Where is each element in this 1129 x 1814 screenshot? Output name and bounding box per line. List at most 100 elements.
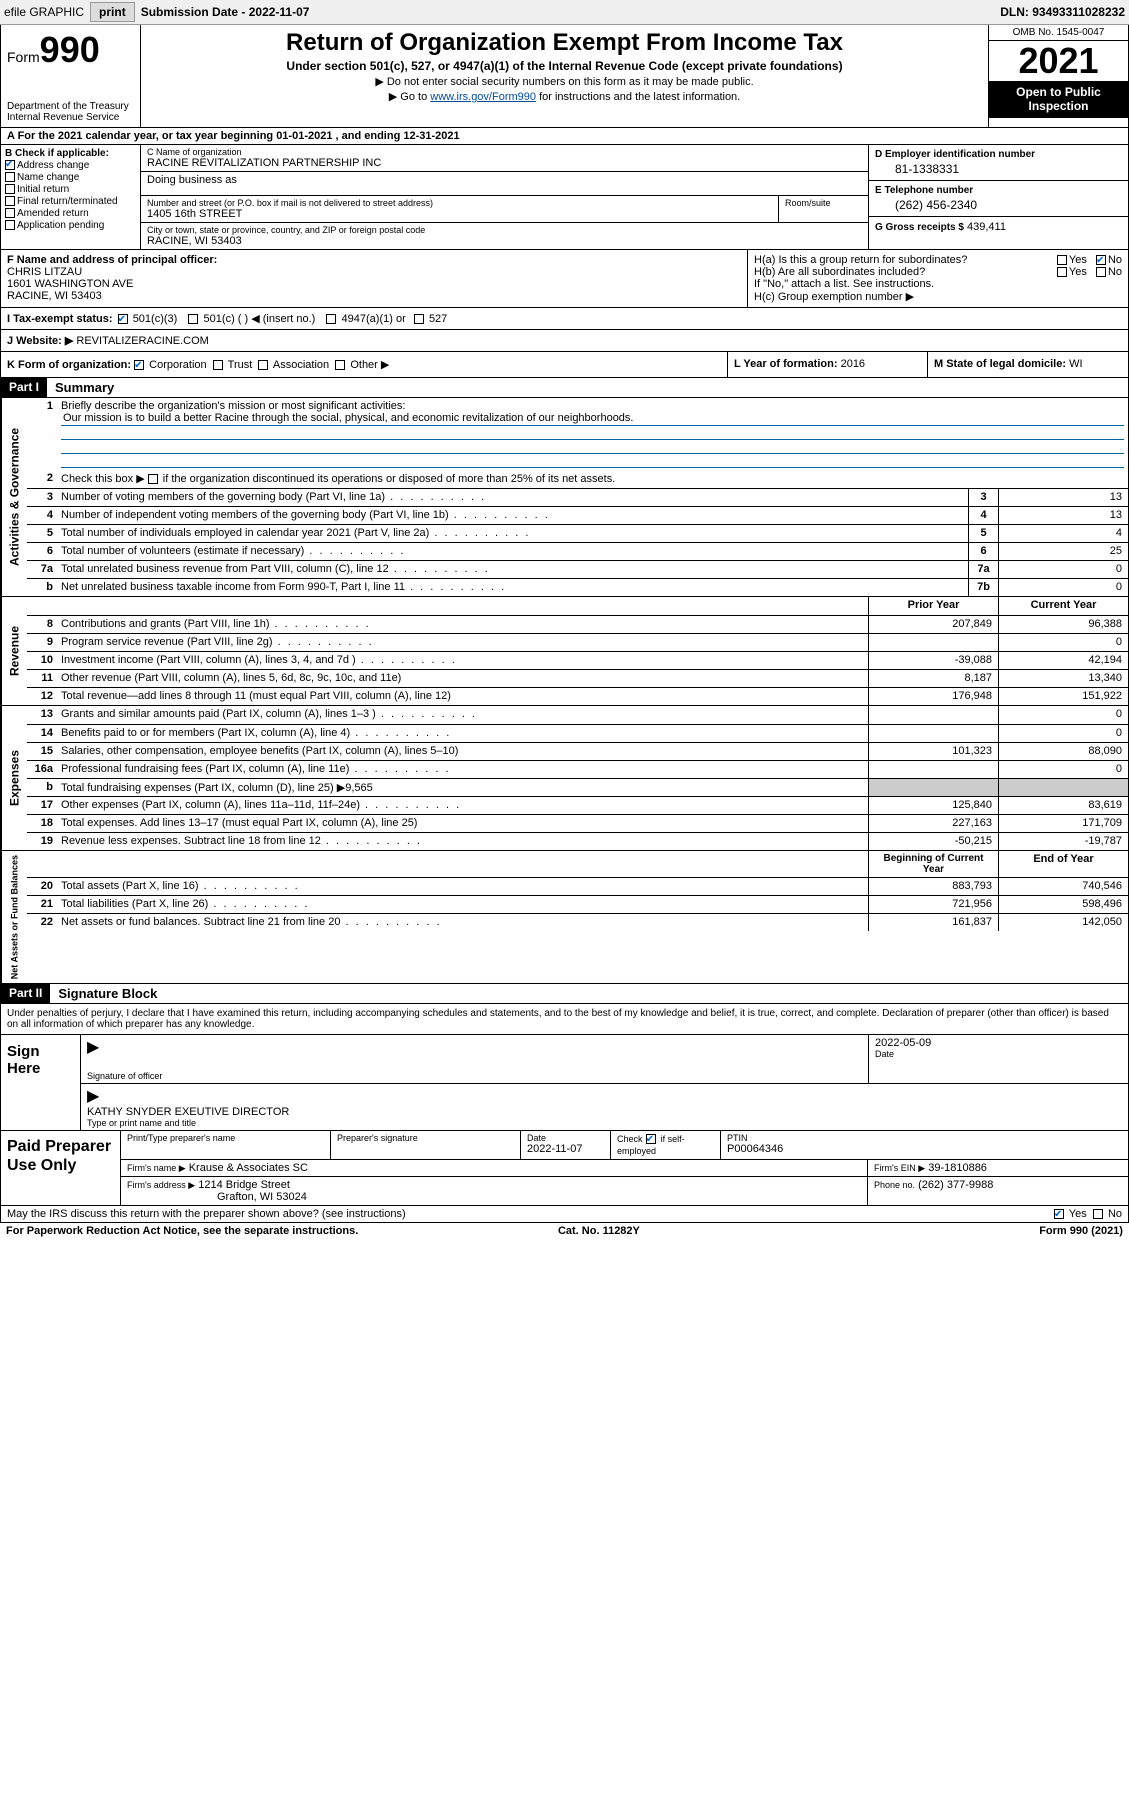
chk-501c3[interactable] xyxy=(118,314,128,324)
prep-h5v: P00064346 xyxy=(727,1143,1122,1155)
p12: 176,948 xyxy=(868,688,998,705)
t7b: Net unrelated business taxable income fr… xyxy=(61,581,405,593)
ein-lbl: D Employer identification number xyxy=(875,149,1122,160)
chk-amended[interactable] xyxy=(5,208,15,218)
header-mid: Return of Organization Exempt From Incom… xyxy=(141,25,988,127)
right-info: D Employer identification number 81-1338… xyxy=(868,145,1128,249)
firm-name: Krause & Associates SC xyxy=(189,1162,308,1174)
p8: 207,849 xyxy=(868,616,998,633)
ha-yes[interactable] xyxy=(1057,255,1067,265)
hdr-beg: Beginning of Current Year xyxy=(868,851,998,877)
sig-name-cell: KATHY SNYDER EXEUTIVE DIRECTOR Type or p… xyxy=(81,1084,1128,1130)
lbl-527: 527 xyxy=(429,313,447,325)
v7a: 0 xyxy=(998,561,1128,578)
org-name: RACINE REVITALIZATION PARTNERSHIP INC xyxy=(147,157,862,169)
n6: 6 xyxy=(27,543,57,560)
firm-phone: (262) 377-9988 xyxy=(918,1179,993,1191)
form-subtitle: Under section 501(c), 527, or 4947(a)(1)… xyxy=(147,59,982,73)
dh xyxy=(57,597,868,615)
hdr-curr: Current Year xyxy=(998,597,1128,615)
hb-yes[interactable] xyxy=(1057,267,1067,277)
form-org-k: K Form of organization: Corporation Trus… xyxy=(1,352,728,377)
chk-501c[interactable] xyxy=(188,314,198,324)
lbl-amended: Amended return xyxy=(17,208,89,219)
n17: 17 xyxy=(27,797,57,814)
sig-date-cell: 2022-05-09 Date xyxy=(868,1035,1128,1083)
lbl-trust: Trust xyxy=(228,359,253,371)
d5: Total number of individuals employed in … xyxy=(57,525,968,542)
t8: Contributions and grants (Part VIII, lin… xyxy=(61,618,270,630)
chk-final[interactable] xyxy=(5,196,15,206)
chk-app-pending[interactable] xyxy=(5,220,15,230)
revenue-body: Prior YearCurrent Year 8Contributions an… xyxy=(27,597,1128,705)
irs-link[interactable]: www.irs.gov/Form990 xyxy=(430,91,536,103)
sig-name-val: KATHY SNYDER EXEUTIVE DIRECTOR xyxy=(87,1106,1122,1118)
hc-row: H(c) Group exemption number ▶ xyxy=(754,290,1122,303)
v6: 25 xyxy=(998,543,1128,560)
firm-name-lbl: Firm's name ▶ xyxy=(127,1163,186,1173)
vlabel-expenses: Expenses xyxy=(1,706,27,850)
n16b: b xyxy=(27,779,57,796)
ein-val: 81-1338331 xyxy=(875,160,1122,176)
chk-discontinued[interactable] xyxy=(148,474,158,484)
p22: 161,837 xyxy=(868,914,998,931)
p10: -39,088 xyxy=(868,652,998,669)
prep-h2: Preparer's signature xyxy=(337,1133,514,1143)
ha-no[interactable] xyxy=(1096,255,1106,265)
pra-notice: For Paperwork Reduction Act Notice, see … xyxy=(6,1225,358,1237)
discuss-yes[interactable] xyxy=(1054,1209,1064,1219)
chk-corp[interactable] xyxy=(134,360,144,370)
n10: 10 xyxy=(27,652,57,669)
i-lbl: I Tax-exempt status: xyxy=(7,313,113,325)
chk-initial[interactable] xyxy=(5,184,15,194)
chk-self-employed[interactable] xyxy=(646,1134,656,1144)
discuss-no[interactable] xyxy=(1093,1209,1103,1219)
lbl-address-change: Address change xyxy=(17,160,89,171)
chk-4947[interactable] xyxy=(326,314,336,324)
v5: 4 xyxy=(998,525,1128,542)
t21: Total liabilities (Part X, line 26) xyxy=(61,898,208,910)
vlabel-activities: Activities & Governance xyxy=(1,398,27,596)
p15: 101,323 xyxy=(868,743,998,760)
chk-assoc[interactable] xyxy=(258,360,268,370)
ha-yes-lbl: Yes xyxy=(1069,254,1087,266)
gross-lbl: G Gross receipts $ xyxy=(875,222,964,233)
c19: -19,787 xyxy=(998,833,1128,850)
hb-yes-lbl: Yes xyxy=(1069,266,1087,278)
c12: 151,922 xyxy=(998,688,1128,705)
p21: 721,956 xyxy=(868,896,998,913)
d12: Total revenue—add lines 8 through 11 (mu… xyxy=(57,688,868,705)
chk-name-change[interactable] xyxy=(5,172,15,182)
chk-address-change[interactable] xyxy=(5,160,15,170)
discuss-row: May the IRS discuss this return with the… xyxy=(0,1206,1129,1223)
header-left: Form990 Department of the Treasury Inter… xyxy=(1,25,141,127)
form-title: Return of Organization Exempt From Incom… xyxy=(147,29,982,57)
t15: Salaries, other compensation, employee b… xyxy=(61,745,458,757)
officer-lbl: F Name and address of principal officer: xyxy=(7,254,741,266)
d3: Number of voting members of the governin… xyxy=(57,489,968,506)
section-fh: F Name and address of principal officer:… xyxy=(0,250,1129,308)
dept-treasury: Department of the Treasury xyxy=(7,101,134,112)
sign-here-row: Sign Here Signature of officer 2022-05-0… xyxy=(1,1034,1128,1130)
chk-other[interactable] xyxy=(335,360,345,370)
line2-desc: Check this box ▶ if the organization dis… xyxy=(57,470,1128,488)
chk-527[interactable] xyxy=(414,314,424,324)
line1-desc: Briefly describe the organization's miss… xyxy=(57,398,1128,470)
t11: Other revenue (Part VIII, column (A), li… xyxy=(61,672,401,684)
hb-no[interactable] xyxy=(1096,267,1106,277)
note2-pre: ▶ Go to xyxy=(389,91,430,103)
chk-trust[interactable] xyxy=(213,360,223,370)
lbl-other: Other ▶ xyxy=(350,359,389,371)
q2-pre: Check this box ▶ xyxy=(61,473,148,485)
part1-title: Summary xyxy=(47,378,122,397)
d16b: Total fundraising expenses (Part IX, col… xyxy=(57,779,868,796)
b3: 3 xyxy=(968,489,998,506)
prep-h3: Date xyxy=(527,1133,604,1143)
print-button[interactable]: print xyxy=(90,2,135,22)
t10: Investment income (Part VIII, column (A)… xyxy=(61,654,356,666)
page-footer: For Paperwork Reduction Act Notice, see … xyxy=(0,1223,1129,1239)
section-status: I Tax-exempt status: 501(c)(3) 501(c) ( … xyxy=(0,308,1129,330)
check-b-title: B Check if applicable: xyxy=(5,148,136,159)
l-val: 2016 xyxy=(841,358,865,370)
line1-num: 1 xyxy=(27,398,57,470)
